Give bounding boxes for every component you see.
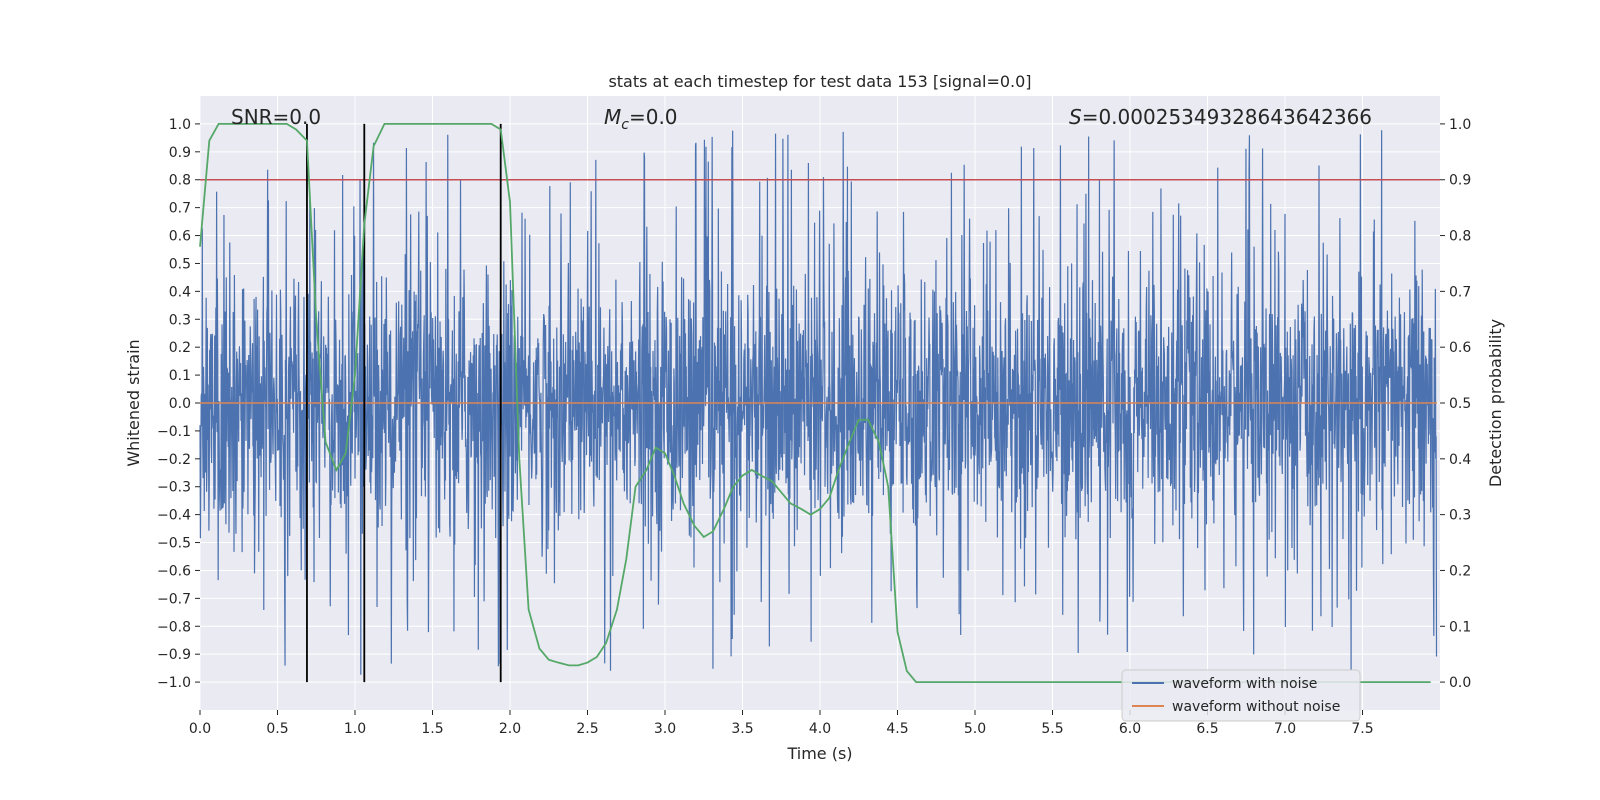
y-tick-label-left: −0.9 xyxy=(157,647,191,663)
y-tick-label-right: 0.2 xyxy=(1449,563,1471,579)
x-tick-label: 0.5 xyxy=(266,721,288,737)
x-tick-label: 3.0 xyxy=(654,721,676,737)
y-tick-label-left: −1.0 xyxy=(157,675,191,691)
y-tick-label-left: 0.9 xyxy=(169,145,191,161)
y-tick-label-left: −0.6 xyxy=(157,563,191,579)
x-axis-title: Time (s) xyxy=(786,744,852,763)
y-tick-label-right: 0.3 xyxy=(1449,508,1471,524)
ticks-layer: 0.0 0.5 1.0 1.5 2.0 2.5 3.0 3.5 4.0 4.5 5.0 5.5 6.0 6… xyxy=(157,117,1471,737)
x-tick-label: 1.0 xyxy=(344,721,366,737)
y-tick-label-left: 0.7 xyxy=(169,201,191,217)
y-tick-label-right: 1.0 xyxy=(1449,117,1471,133)
series-waveform-with-noise xyxy=(199,130,1438,675)
y-tick-label-left: 0.2 xyxy=(169,340,191,356)
mc-value: =0.0 xyxy=(629,105,678,129)
mc-annotation: Mc=0.0 xyxy=(604,105,678,133)
x-tick-label: 4.0 xyxy=(809,721,831,737)
y-axis-title-right: Detection probability xyxy=(1486,319,1505,487)
s-value: =0.00025349328643642366 xyxy=(1082,105,1372,129)
mc-symbol: M xyxy=(604,105,621,129)
y-tick-label-left: −0.5 xyxy=(157,536,191,552)
y-tick-label-left: 0.5 xyxy=(169,256,191,272)
x-tick-label: 5.0 xyxy=(964,721,986,737)
y-tick-label-right: 0.7 xyxy=(1449,284,1471,300)
y-tick-label-left: −0.2 xyxy=(157,452,191,468)
y-tick-label-left: −0.7 xyxy=(157,591,191,607)
y-tick-label-left: 0.0 xyxy=(169,396,191,412)
y-tick-label-right: 0.5 xyxy=(1449,396,1471,412)
x-tick-label: 6.0 xyxy=(1119,721,1141,737)
legend-box xyxy=(1121,669,1361,722)
detection-probability-line xyxy=(199,123,1431,683)
y-tick-label-right: 0.9 xyxy=(1449,173,1471,189)
y-tick-label-right: 0.1 xyxy=(1449,619,1471,635)
y-tick-label-left: 0.6 xyxy=(169,229,191,245)
y-tick-label-left: 0.4 xyxy=(169,284,191,300)
x-tick-label: 4.5 xyxy=(886,721,908,737)
chart-title: stats at each timestep for test data 153… xyxy=(608,72,1031,91)
y-tick-label-left: 1.0 xyxy=(169,117,191,133)
overlay-layer xyxy=(199,123,1440,683)
legend-label-clean: waveform without noise xyxy=(1172,699,1340,715)
x-tick-label: 0.0 xyxy=(189,721,211,737)
x-tick-label: 1.5 xyxy=(421,721,443,737)
y-tick-label-right: 0.8 xyxy=(1449,229,1471,245)
x-tick-label: 2.0 xyxy=(499,721,521,737)
y-tick-label-right: 0.0 xyxy=(1449,675,1471,691)
y-tick-label-left: −0.8 xyxy=(157,619,191,635)
x-tick-label: 7.5 xyxy=(1351,721,1373,737)
noise-waveform-layer xyxy=(199,130,1438,675)
s-symbol: S xyxy=(1069,105,1082,129)
x-tick-label: 2.5 xyxy=(576,721,598,737)
x-tick-label: 6.5 xyxy=(1196,721,1218,737)
y-tick-label-left: 0.3 xyxy=(169,312,191,328)
legend-label-noise: waveform with noise xyxy=(1172,676,1317,692)
legend: waveform with noise waveform without noi… xyxy=(1121,669,1361,722)
y-tick-label-right: 0.6 xyxy=(1449,340,1471,356)
y-axis-title-left: Whitened strain xyxy=(124,339,143,466)
x-tick-label: 3.5 xyxy=(731,721,753,737)
s-annotation: S=0.00025349328643642366 xyxy=(1069,105,1372,129)
snr-annotation: SNR=0.0 xyxy=(231,105,321,129)
mc-subscript: c xyxy=(621,117,629,133)
y-tick-label-left: −0.3 xyxy=(157,480,191,496)
y-tick-label-right: 0.4 xyxy=(1449,452,1471,468)
y-tick-label-left: −0.4 xyxy=(157,508,191,524)
y-tick-label-left: 0.8 xyxy=(169,173,191,189)
x-tick-label: 7.0 xyxy=(1274,721,1296,737)
y-tick-label-left: −0.1 xyxy=(157,424,191,440)
x-tick-label: 5.5 xyxy=(1041,721,1063,737)
y-tick-label-left: 0.1 xyxy=(169,368,191,384)
